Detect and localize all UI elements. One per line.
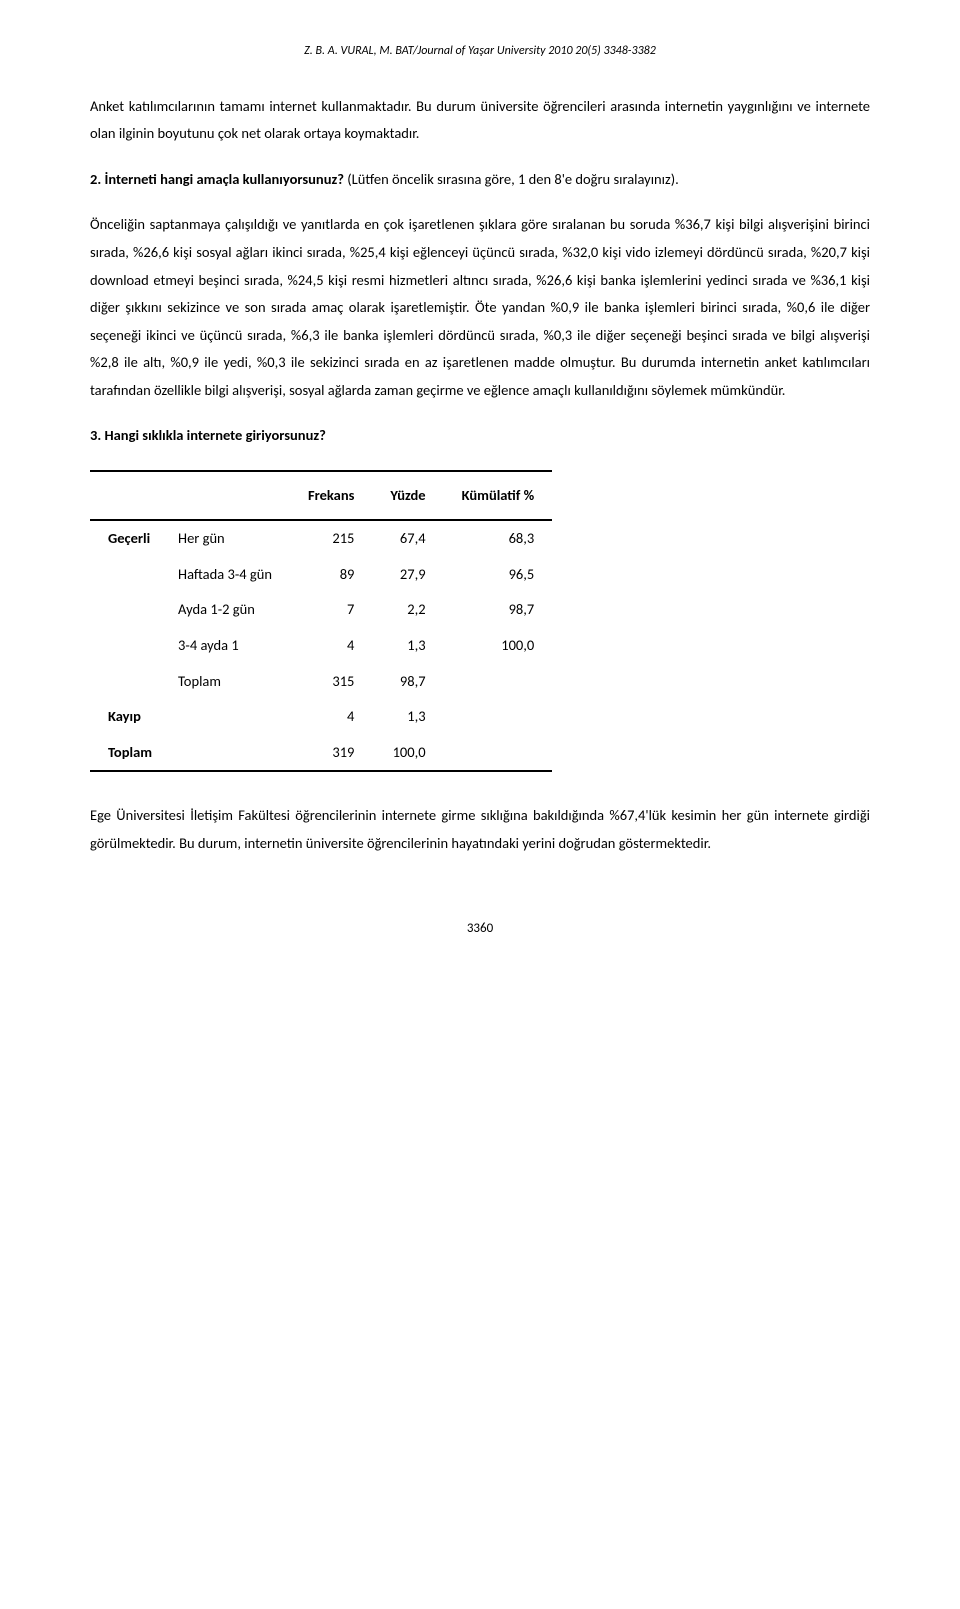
page-header-citation: Z. B. A. VURAL, M. BAT/Journal of Yaşar …	[90, 40, 870, 63]
paragraph-q3-analysis: Ege Üniversitesi İletişim Fakültesi öğre…	[90, 802, 870, 857]
group-label-total: Toplam	[90, 735, 160, 772]
row-pct: 1,3	[372, 628, 443, 664]
row-pct: 27,9	[372, 557, 443, 593]
group-label-missing: Kayıp	[90, 699, 160, 735]
table-header-frekans: Frekans	[290, 471, 372, 521]
row-freq: 89	[290, 557, 372, 593]
row-label: Her gün	[160, 520, 290, 557]
row-pct: 2,2	[372, 592, 443, 628]
row-cum: 68,3	[444, 520, 553, 557]
row-label-blank	[160, 699, 290, 735]
row-freq: 315	[290, 664, 372, 700]
table-row-total: Toplam 319 100,0	[90, 735, 552, 772]
row-cum	[444, 664, 553, 700]
question-2-hint: (Lütfen öncelik sırasına göre, 1 den 8'e…	[344, 170, 679, 188]
table-header-blank2	[160, 471, 290, 521]
row-label: Ayda 1-2 gün	[160, 592, 290, 628]
table-row: Geçerli Her gün 215 67,4 68,3	[90, 520, 552, 557]
table-row: Haftada 3-4 gün 89 27,9 96,5	[90, 557, 552, 593]
row-label: 3-4 ayda 1	[160, 628, 290, 664]
row-label: Haftada 3-4 gün	[160, 557, 290, 593]
row-label-blank	[160, 735, 290, 772]
group-label-valid: Geçerli	[90, 520, 160, 699]
row-label: Toplam	[160, 664, 290, 700]
row-cum-blank	[444, 699, 553, 735]
row-freq: 4	[290, 628, 372, 664]
table-header-row: Frekans Yüzde Kümülatif %	[90, 471, 552, 521]
table-header-yuzde: Yüzde	[372, 471, 443, 521]
question-3-heading: 3. Hangi sıklıkla internete giriyorsunuz…	[90, 422, 870, 450]
paragraph-q2-analysis: Önceliğin saptanmaya çalışıldığı ve yanı…	[90, 211, 870, 404]
row-cum: 98,7	[444, 592, 553, 628]
row-freq: 4	[290, 699, 372, 735]
table-header-blank1	[90, 471, 160, 521]
paragraph-intro: Anket katılımcılarının tamamı internet k…	[90, 93, 870, 148]
table-header-kumulatif: Kümülatif %	[444, 471, 553, 521]
question-2-title: 2. İnterneti hangi amaçla kullanıyorsunu…	[90, 170, 344, 188]
row-pct: 98,7	[372, 664, 443, 700]
row-pct: 1,3	[372, 699, 443, 735]
table-row-missing: Kayıp 4 1,3	[90, 699, 552, 735]
table-row: Toplam 315 98,7	[90, 664, 552, 700]
row-freq: 319	[290, 735, 372, 772]
frequency-table: Frekans Yüzde Kümülatif % Geçerli Her gü…	[90, 470, 552, 772]
row-cum: 100,0	[444, 628, 553, 664]
row-pct: 100,0	[372, 735, 443, 772]
page-number: 3360	[90, 917, 870, 942]
table-row: Ayda 1-2 gün 7 2,2 98,7	[90, 592, 552, 628]
row-cum: 96,5	[444, 557, 553, 593]
row-freq: 7	[290, 592, 372, 628]
row-cum-blank	[444, 735, 553, 772]
row-pct: 67,4	[372, 520, 443, 557]
question-2-heading: 2. İnterneti hangi amaçla kullanıyorsunu…	[90, 166, 870, 194]
table-row: 3-4 ayda 1 4 1,3 100,0	[90, 628, 552, 664]
row-freq: 215	[290, 520, 372, 557]
